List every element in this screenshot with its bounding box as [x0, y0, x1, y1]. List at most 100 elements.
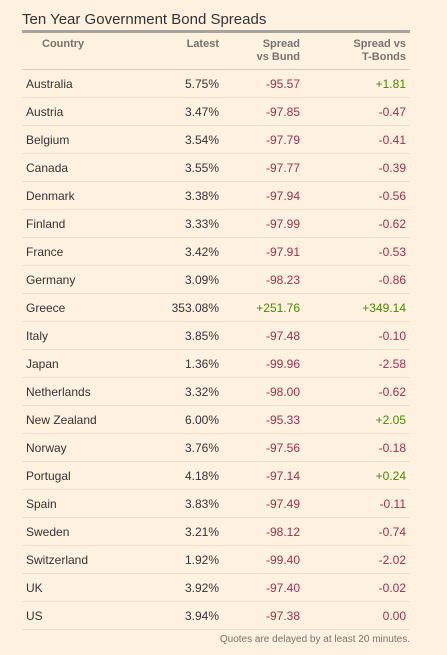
- country-cell: US: [26, 609, 43, 623]
- spread-vs-bund-cell: -97.14: [265, 469, 300, 483]
- spread-vs-bund-cell: -97.49: [265, 497, 300, 511]
- spread-vs-bund-cell: -97.99: [265, 217, 300, 231]
- spread-vs-bund-cell: -97.38: [265, 609, 300, 623]
- spread-vs-tbonds-cell: +0.24: [375, 469, 406, 483]
- table-row: France 3.42% -97.91 -0.53: [22, 238, 410, 266]
- header-spread-vs-tbonds-line2: T-Bonds: [362, 51, 406, 63]
- table-row: Switzerland 1.92% -99.40 -2.02: [22, 546, 410, 574]
- header-spread-vs-tbonds: Spread vs T-Bonds: [300, 38, 406, 69]
- country-cell: New Zealand: [26, 413, 97, 427]
- spread-vs-tbonds-cell: -0.74: [378, 525, 406, 539]
- table-row: Austria 3.47% -97.85 -0.47: [22, 98, 410, 126]
- spread-vs-tbonds-cell: +1.81: [375, 77, 406, 91]
- spread-vs-tbonds-cell: -2.58: [378, 357, 406, 371]
- spread-vs-bund-cell: +251.76: [256, 301, 300, 315]
- spread-vs-tbonds-cell: -0.10: [378, 329, 406, 343]
- spread-vs-bund-cell: -97.48: [265, 329, 300, 343]
- table-row: US 3.94% -97.38 0.00: [22, 602, 410, 630]
- table-row: Denmark 3.38% -97.94 -0.56: [22, 182, 410, 210]
- bond-spreads-widget: Ten Year Government Bond Spreads Country…: [22, 0, 410, 645]
- table-row: Belgium 3.54% -97.79 -0.41: [22, 126, 410, 154]
- spread-vs-bund-cell: -97.40: [265, 581, 300, 595]
- spread-vs-bund-cell: -99.40: [265, 553, 300, 567]
- table-row: Greece 353.08% +251.76 +349.14: [22, 294, 410, 322]
- spread-vs-bund-cell: -99.96: [265, 357, 300, 371]
- latest-cell: 3.32%: [184, 385, 219, 399]
- spread-vs-bund-cell: -97.91: [265, 245, 300, 259]
- spread-vs-tbonds-cell: -0.86: [378, 273, 406, 287]
- spread-vs-bund-cell: -97.56: [265, 441, 300, 455]
- latest-cell: 6.00%: [184, 413, 219, 427]
- spread-vs-tbonds-cell: +349.14: [362, 301, 406, 315]
- latest-cell: 3.92%: [184, 581, 219, 595]
- spread-vs-tbonds-cell: -0.53: [378, 245, 406, 259]
- table-row: Sweden 3.21% -98.12 -0.74: [22, 518, 410, 546]
- latest-cell: 5.75%: [184, 77, 219, 91]
- header-spread-vs-bund: Spread vs Bund: [219, 38, 300, 69]
- table-row: UK 3.92% -97.40 -0.02: [22, 574, 410, 602]
- widget-title: Ten Year Government Bond Spreads: [22, 0, 410, 33]
- spread-vs-tbonds-cell: -0.56: [378, 189, 406, 203]
- header-spread-vs-bund-line2: vs Bund: [256, 51, 300, 63]
- latest-cell: 1.92%: [184, 553, 219, 567]
- table-row: New Zealand 6.00% -95.33 +2.05: [22, 406, 410, 434]
- country-cell: Sweden: [26, 525, 70, 539]
- country-cell: Denmark: [26, 189, 75, 203]
- table-row: Finland 3.33% -97.99 -0.62: [22, 210, 410, 238]
- country-cell: France: [26, 245, 64, 259]
- country-cell: Italy: [26, 329, 49, 343]
- spread-vs-tbonds-cell: -0.41: [378, 133, 406, 147]
- country-cell: UK: [26, 581, 43, 595]
- header-spread-vs-bund-line1: Spread: [262, 38, 300, 50]
- latest-cell: 3.54%: [184, 133, 219, 147]
- latest-cell: 3.76%: [184, 441, 219, 455]
- table-header: Country Latest Spread vs Bund Spread vs …: [22, 33, 410, 70]
- spread-vs-tbonds-cell: -2.02: [378, 553, 406, 567]
- table-row: Italy 3.85% -97.48 -0.10: [22, 322, 410, 350]
- table-row: Japan 1.36% -99.96 -2.58: [22, 350, 410, 378]
- spread-vs-tbonds-cell: -0.39: [378, 161, 406, 175]
- spread-vs-tbonds-cell: -0.18: [378, 441, 406, 455]
- spread-vs-tbonds-cell: -0.62: [378, 385, 406, 399]
- country-cell: Switzerland: [26, 553, 89, 567]
- country-cell: Canada: [26, 161, 69, 175]
- latest-cell: 3.94%: [184, 609, 219, 623]
- country-cell: Australia: [26, 77, 73, 91]
- table-row: Portugal 4.18% -97.14 +0.24: [22, 462, 410, 490]
- latest-cell: 3.47%: [184, 105, 219, 119]
- spread-vs-bund-cell: -98.23: [265, 273, 300, 287]
- table-body: Australia 5.75% -95.57 +1.81 Austria 3.47% -97…: [22, 70, 410, 630]
- country-cell: Norway: [26, 441, 67, 455]
- spread-vs-bund-cell: -97.79: [265, 133, 300, 147]
- spread-vs-tbonds-cell: -0.02: [378, 581, 406, 595]
- delay-notice: Quotes are delayed by at least 20 minute…: [219, 634, 410, 645]
- spread-vs-tbonds-cell: -0.47: [378, 105, 406, 119]
- country-cell: Belgium: [26, 133, 70, 147]
- latest-cell: 3.38%: [184, 189, 219, 203]
- latest-cell: 3.83%: [184, 497, 219, 511]
- latest-cell: 3.33%: [184, 217, 219, 231]
- latest-cell: 3.21%: [184, 525, 219, 539]
- spread-vs-bund-cell: -95.57: [265, 77, 300, 91]
- country-cell: Japan: [26, 357, 59, 371]
- country-cell: Spain: [26, 497, 57, 511]
- header-spread-vs-tbonds-line1: Spread vs: [353, 38, 406, 50]
- spread-vs-tbonds-cell: 0.00: [382, 609, 406, 623]
- country-cell: Finland: [26, 217, 66, 231]
- latest-cell: 3.09%: [184, 273, 219, 287]
- header-latest: Latest: [186, 38, 219, 50]
- country-cell: Austria: [26, 105, 64, 119]
- latest-cell: 353.08%: [171, 301, 219, 315]
- spread-vs-bund-cell: -97.85: [265, 105, 300, 119]
- table-row: Norway 3.76% -97.56 -0.18: [22, 434, 410, 462]
- country-cell: Germany: [26, 273, 76, 287]
- country-cell: Portugal: [26, 469, 71, 483]
- table-row: Canada 3.55% -97.77 -0.39: [22, 154, 410, 182]
- table-row: Australia 5.75% -95.57 +1.81: [22, 70, 410, 98]
- header-country: Country: [42, 38, 85, 50]
- spread-vs-tbonds-cell: +2.05: [375, 413, 406, 427]
- latest-cell: 1.36%: [184, 357, 219, 371]
- country-cell: Greece: [26, 301, 66, 315]
- spread-vs-bund-cell: -97.77: [265, 161, 300, 175]
- latest-cell: 3.55%: [184, 161, 219, 175]
